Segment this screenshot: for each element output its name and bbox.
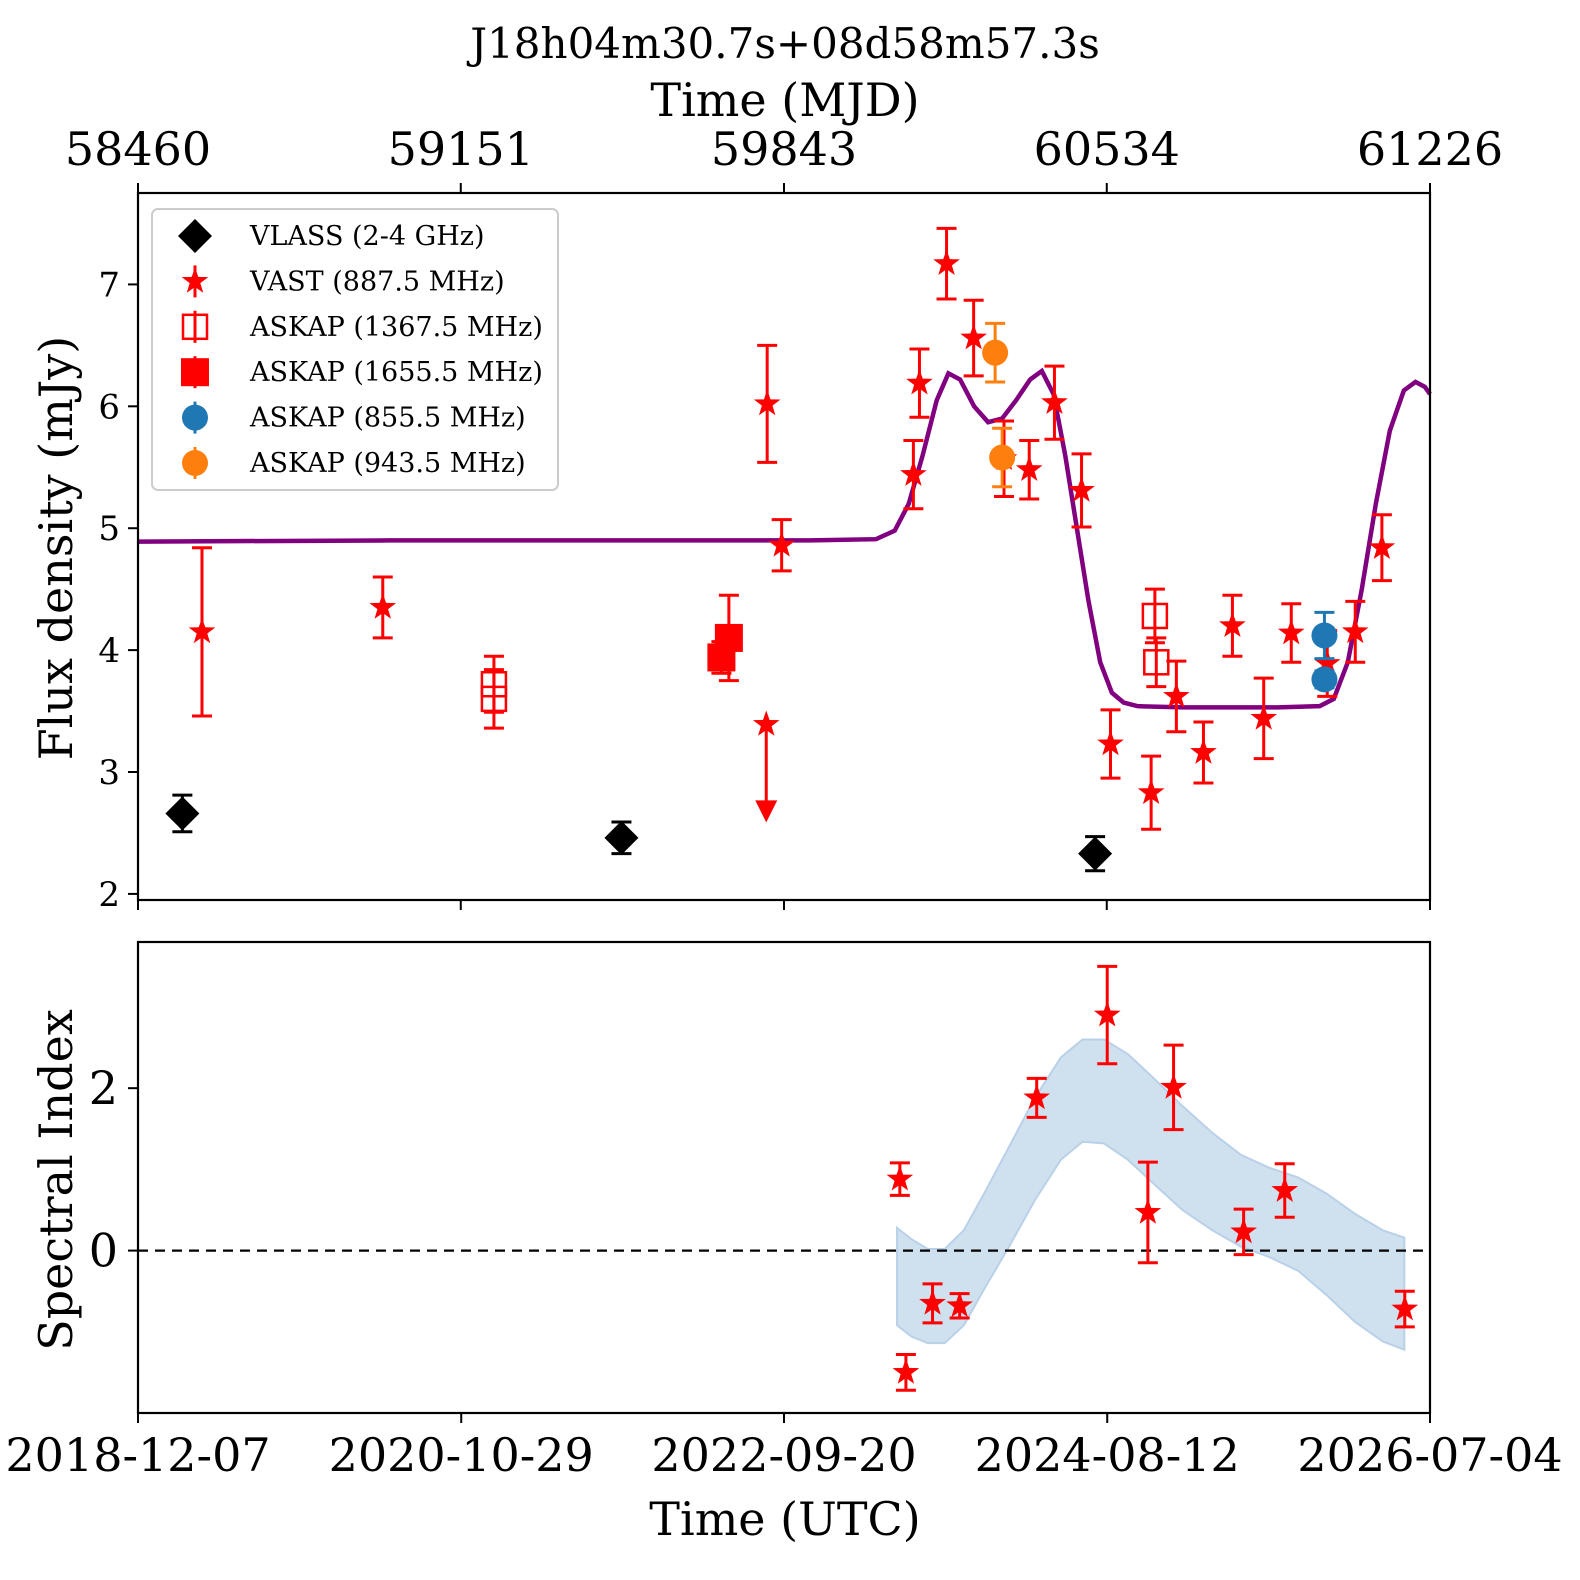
legend-label: VAST (887.5 MHz): [249, 266, 505, 297]
legend-marker: [182, 404, 208, 431]
flux-point: [1277, 619, 1305, 645]
flux-point: [369, 593, 397, 619]
flux-error-bar: [483, 654, 504, 714]
spectral-point: [1271, 1176, 1299, 1202]
spectral-point: [1160, 1073, 1187, 1099]
flux-point: [1368, 533, 1396, 560]
flux-point: [188, 617, 216, 644]
flux-point: [768, 531, 795, 557]
flux-point: [1190, 738, 1217, 764]
flux-point: [1219, 611, 1246, 638]
spectral-point: [886, 1165, 914, 1191]
flux-point: [1163, 682, 1190, 708]
flux-point: [1078, 836, 1113, 871]
flux-point: [900, 460, 927, 486]
bottom-x-tick-label: 2026-07-04: [1297, 1428, 1562, 1482]
legend-label: ASKAP (1367.5 MHz): [249, 312, 543, 343]
spectral-point: [1230, 1217, 1257, 1244]
top-x-tick-label: 61226: [1357, 122, 1503, 176]
legend-label: VLASS (2-4 GHz): [249, 221, 485, 252]
bottom-x-tick-label: 2024-08-12: [975, 1428, 1240, 1482]
legend-label: ASKAP (943.5 MHz): [249, 448, 526, 479]
legend: VLASS (2-4 GHz) VAST (887.5 MHz) ASKAP (13…: [151, 208, 559, 491]
flux-point: [1068, 476, 1095, 502]
legend-item: ASKAP (855.5 MHz): [182, 401, 526, 434]
legend-marker: [181, 267, 209, 293]
spectral-point: [1391, 1295, 1419, 1321]
spectral-point: [1093, 1001, 1121, 1027]
flux-point: [480, 670, 508, 698]
top-x-tick-label: 59843: [711, 122, 857, 176]
chart-title: J18h04m30.7s+08d58m57.3s: [466, 19, 1100, 68]
flux-density-panel: 58460 59151 59843 60534 61226 2 3 4 5 6 7: [65, 122, 1503, 915]
spectral-point: [919, 1289, 946, 1315]
flux-y-tick-label: 2: [98, 875, 120, 915]
spectral-y-axis-label: Spectral Index: [29, 1009, 83, 1351]
flux-point: [1015, 455, 1043, 482]
flux-point: [989, 444, 1016, 471]
flux-y-tick-label: 3: [98, 753, 120, 793]
bottom-x-tick-label: 2022-09-20: [651, 1428, 916, 1482]
bottom-x-tick-label: 2020-10-29: [329, 1428, 594, 1482]
flux-point: [1141, 602, 1169, 630]
legend-marker: [181, 358, 209, 387]
flux-y-tick-label: 4: [98, 631, 120, 671]
top-x-tick-label: 59151: [388, 122, 534, 176]
flux-y-tick-label: 6: [98, 387, 120, 427]
flux-y-tick-label: 5: [98, 509, 120, 549]
legend-item: ASKAP (1655.5 MHz): [181, 356, 543, 389]
spectral-point: [892, 1358, 920, 1384]
upper-limit-arrow-head: [755, 800, 778, 823]
legend-label: ASKAP (855.5 MHz): [249, 403, 526, 434]
flux-point: [714, 623, 743, 652]
flux-point: [1311, 666, 1338, 693]
flux-y-axis-label: Flux density (mJy): [29, 336, 83, 760]
flux-point: [753, 389, 781, 416]
flux-point: [1311, 622, 1338, 649]
upper-limit-point: [752, 710, 780, 736]
bottom-x-axis-label: Time (UTC): [649, 1492, 920, 1546]
model-curve: [137, 367, 1432, 710]
flux-point: [906, 369, 933, 395]
flux-error-bar: [1144, 587, 1165, 645]
flux-point: [1250, 704, 1278, 730]
flux-point: [1097, 729, 1124, 756]
spectral-point: [1134, 1198, 1162, 1224]
bottom-x-tick-label: 2018-12-07: [5, 1428, 270, 1482]
legend-marker: [181, 313, 209, 341]
spectral-index-band: [896, 1038, 1406, 1352]
flux-point: [1041, 388, 1068, 414]
spectral-point: [1023, 1083, 1051, 1110]
legend-marker: [178, 219, 212, 253]
flux-point: [982, 339, 1009, 366]
spectral-point: [946, 1291, 973, 1318]
top-x-axis-label: Time (MJD): [650, 73, 919, 127]
spectral-index-panel: 2018-12-07 2020-10-29 2022-09-20 2024-08-12…: [5, 940, 1563, 1482]
flux-point: [1137, 778, 1165, 805]
flux-error-bar: [1146, 636, 1167, 689]
legend-marker: [182, 450, 208, 476]
flux-point: [1313, 649, 1341, 675]
flux-point: [1143, 649, 1170, 676]
spectral-y-tick-label: 0: [89, 1224, 118, 1278]
legend-item: VLASS (2-4 GHz): [178, 219, 485, 253]
flux-point: [1341, 617, 1369, 644]
flux-point: [933, 249, 960, 276]
legend-item: VAST (887.5 MHz): [181, 265, 505, 298]
flux-point: [604, 820, 639, 855]
spectral-y-tick-label: 2: [89, 1061, 118, 1115]
legend-item: ASKAP (943.5 MHz): [182, 447, 526, 479]
flux-point: [960, 324, 987, 350]
legend-box: [151, 208, 559, 491]
top-x-tick-label: 60534: [1034, 122, 1180, 176]
legend-item: ASKAP (1367.5 MHz): [181, 310, 543, 343]
flux-point: [165, 796, 200, 831]
top-x-tick-label: 58460: [65, 122, 211, 176]
legend-label: ASKAP (1655.5 MHz): [249, 357, 543, 388]
flux-y-tick-label: 7: [98, 265, 120, 305]
